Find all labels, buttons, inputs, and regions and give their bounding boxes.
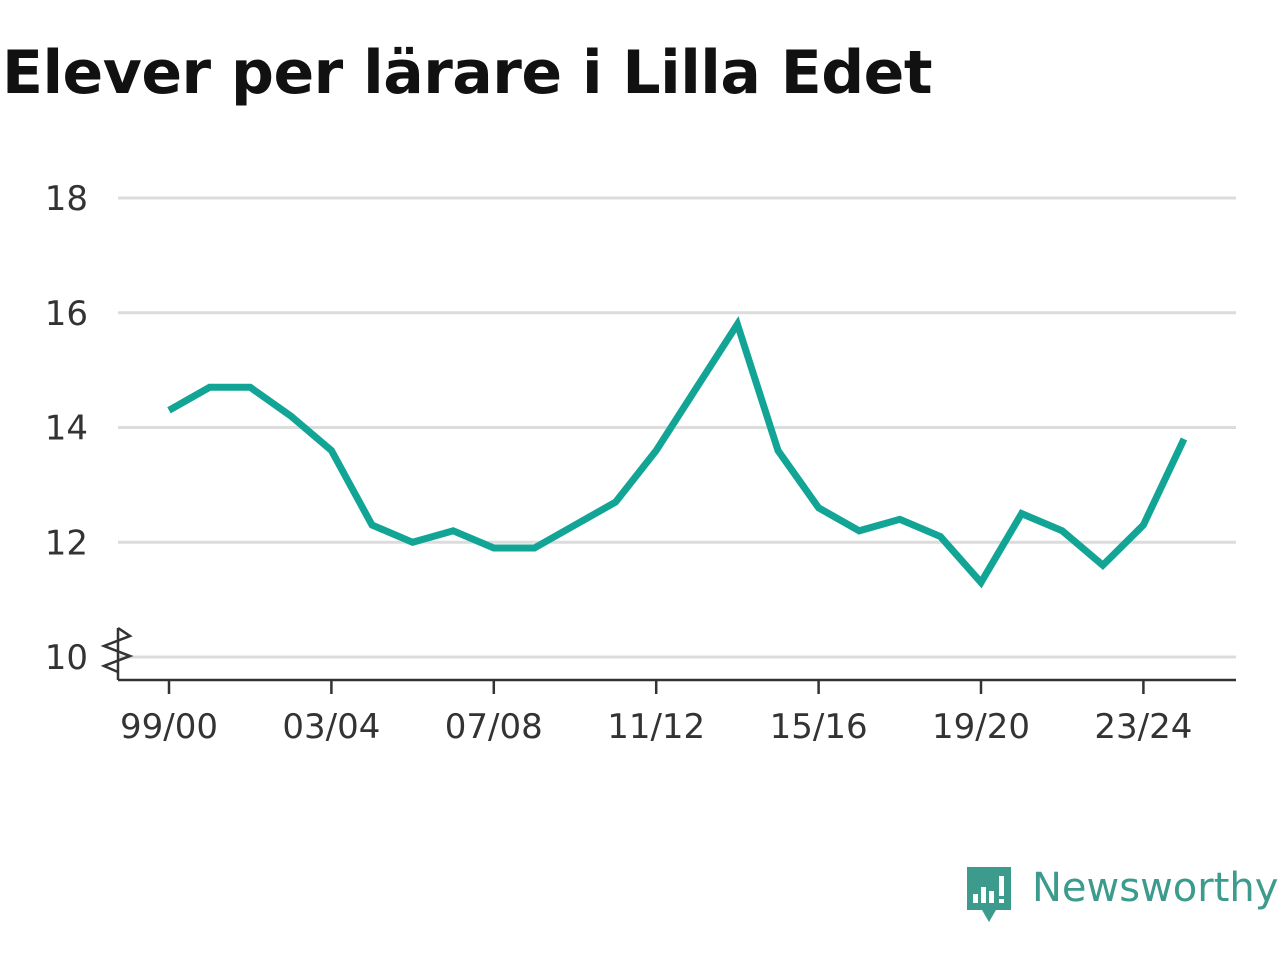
data-point-14-15 — [775, 447, 782, 454]
series-line-0 — [167, 316, 1188, 589]
data-point-01-02 — [247, 384, 254, 391]
data-point-05-06 — [409, 539, 416, 546]
data-point-19-20 — [978, 579, 985, 586]
gridlines — [118, 196, 1236, 659]
bar-chart-speech-bubble-icon — [967, 867, 1011, 922]
data-point-21-22 — [1059, 527, 1066, 534]
data-point-20-21 — [1018, 510, 1025, 517]
axes — [100, 626, 1236, 694]
data-point-10-11 — [612, 499, 619, 506]
data-point-09-10 — [572, 522, 579, 529]
x-tick-label-07-08: 07/08 — [445, 707, 543, 747]
y-tick-label-12: 12 — [45, 523, 88, 563]
chart-title: Elever per lärare i Lilla Edet — [2, 38, 933, 108]
brand-name: Newsworthy — [1032, 865, 1279, 911]
data-point-12-13 — [693, 384, 700, 391]
data-point-99-00 — [166, 407, 173, 414]
data-point-03-04 — [328, 447, 335, 454]
y-tick-label-14: 14 — [45, 409, 88, 449]
data-point-22-23 — [1099, 562, 1106, 569]
y-axis-labels: 10 12 14 16 18 — [45, 179, 88, 678]
data-point-08-09 — [531, 544, 538, 551]
y-tick-label-10: 10 — [45, 638, 88, 678]
data-point-17-18 — [896, 516, 903, 523]
data-point-06-07 — [450, 527, 457, 534]
x-axis-labels: 99/00 03/04 07/08 11/12 15/16 19/20 23/24 — [120, 707, 1192, 747]
x-tick-label-19-20: 19/20 — [932, 707, 1030, 747]
data-point-04-05 — [369, 522, 376, 529]
data-point-13-14 — [734, 321, 741, 328]
x-tick-label-99-00: 99/00 — [120, 707, 218, 747]
data-point-00-01 — [206, 384, 213, 391]
x-tick-label-23-24: 23/24 — [1094, 707, 1192, 747]
data-point-16-17 — [856, 527, 863, 534]
data-point-18-19 — [937, 533, 944, 540]
series-group — [166, 316, 1188, 589]
data-point-15-16 — [815, 504, 822, 511]
y-tick-label-18: 18 — [45, 179, 88, 219]
data-point-07-08 — [490, 544, 497, 551]
x-tick-label-11-12: 11/12 — [607, 707, 705, 747]
data-point-02-03 — [287, 413, 294, 420]
data-point-24-25 — [1181, 435, 1188, 442]
newsworthy-logo: Newsworthy — [964, 864, 1278, 926]
y-axis-break-mark — [100, 626, 134, 674]
x-tick-label-15-16: 15/16 — [770, 707, 868, 747]
data-point-23-24 — [1140, 522, 1147, 529]
x-tick-label-03-04: 03/04 — [282, 707, 380, 747]
data-point-11-12 — [653, 447, 660, 454]
y-tick-label-16: 16 — [45, 294, 88, 334]
